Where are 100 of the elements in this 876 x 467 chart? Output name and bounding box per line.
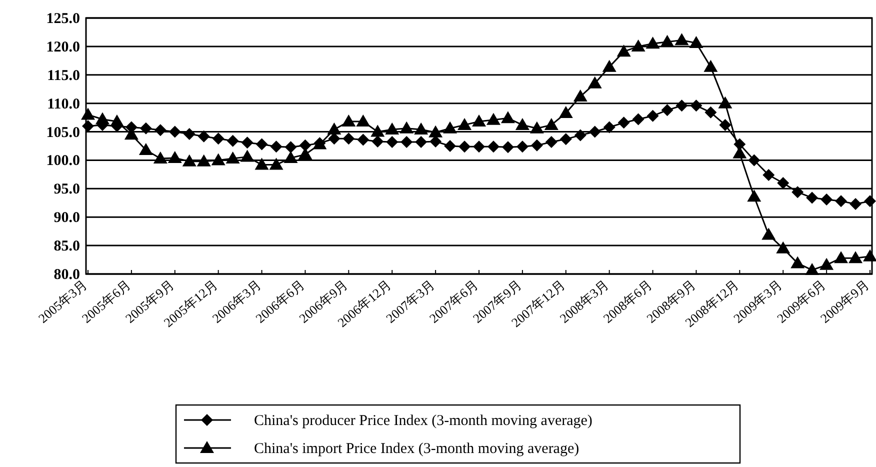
point <box>444 140 456 152</box>
point <box>473 140 485 153</box>
point <box>168 126 181 138</box>
point <box>385 122 400 134</box>
point <box>211 153 226 166</box>
point <box>327 122 342 134</box>
point <box>776 241 790 254</box>
point <box>256 138 268 150</box>
point <box>168 150 182 163</box>
point <box>632 113 644 126</box>
point <box>792 186 804 198</box>
point <box>747 190 762 202</box>
point <box>196 154 211 166</box>
point <box>299 139 312 152</box>
point <box>618 116 630 129</box>
point <box>835 195 848 208</box>
point <box>254 158 269 170</box>
point <box>443 121 458 134</box>
point <box>298 148 312 160</box>
point <box>820 193 833 206</box>
point <box>372 135 384 148</box>
point <box>573 90 588 102</box>
point <box>400 121 414 134</box>
point <box>602 60 616 72</box>
point <box>616 44 631 57</box>
point <box>748 154 760 166</box>
point <box>544 118 558 130</box>
point <box>95 112 110 124</box>
point <box>530 121 544 134</box>
point <box>486 112 500 125</box>
point <box>674 33 689 46</box>
point <box>676 100 688 112</box>
point <box>530 139 543 152</box>
y-tick-label: 100.0 <box>46 153 80 170</box>
point <box>140 122 152 134</box>
point <box>806 192 818 204</box>
point <box>458 140 471 153</box>
point <box>588 76 602 88</box>
point <box>153 152 168 164</box>
y-tick-label: 115.0 <box>47 68 80 84</box>
point <box>574 129 586 142</box>
point <box>110 114 124 127</box>
point <box>357 134 370 146</box>
point <box>342 114 356 127</box>
y-tick-label: 90.0 <box>54 210 80 226</box>
point <box>690 100 702 112</box>
point <box>689 36 704 48</box>
point <box>241 136 254 149</box>
point <box>182 154 196 166</box>
point <box>502 141 514 154</box>
point <box>661 104 674 116</box>
point <box>515 118 530 130</box>
point <box>414 122 428 134</box>
point <box>342 132 355 145</box>
point <box>820 258 834 270</box>
point <box>81 108 95 120</box>
point <box>864 195 876 208</box>
point <box>646 110 659 122</box>
point <box>805 263 820 276</box>
point <box>603 121 616 134</box>
point <box>500 111 515 124</box>
point <box>558 106 573 118</box>
legend-label: China's producer Price Index (3-month moving average) <box>254 413 592 429</box>
point <box>183 128 196 140</box>
point <box>704 106 717 118</box>
point <box>212 132 224 145</box>
legend-label: China's import Price Index (3-month moving average) <box>254 441 580 457</box>
y-tick-label: 105.0 <box>46 124 80 141</box>
point <box>560 133 572 146</box>
point <box>863 249 876 262</box>
point <box>472 114 486 127</box>
point <box>240 150 254 162</box>
point <box>646 36 660 49</box>
point <box>138 142 153 155</box>
point <box>660 34 674 47</box>
point <box>545 136 558 148</box>
point <box>270 140 282 153</box>
point <box>356 114 370 127</box>
point <box>458 118 472 130</box>
point <box>415 136 428 148</box>
point <box>777 176 790 189</box>
y-tick-label: 125.0 <box>46 11 80 27</box>
point <box>762 228 776 240</box>
point <box>269 158 284 170</box>
point <box>704 60 718 72</box>
point <box>790 256 805 268</box>
point <box>226 152 240 164</box>
point <box>284 150 298 163</box>
point <box>198 130 210 142</box>
y-tick-label: 110.0 <box>47 96 80 112</box>
point <box>631 39 646 52</box>
point <box>154 124 166 136</box>
point <box>588 126 601 138</box>
y-tick-label: 120.0 <box>46 39 80 56</box>
point <box>284 141 297 154</box>
point <box>848 251 863 264</box>
point <box>428 125 443 138</box>
point <box>400 136 413 148</box>
point <box>762 169 775 182</box>
point <box>487 140 500 153</box>
